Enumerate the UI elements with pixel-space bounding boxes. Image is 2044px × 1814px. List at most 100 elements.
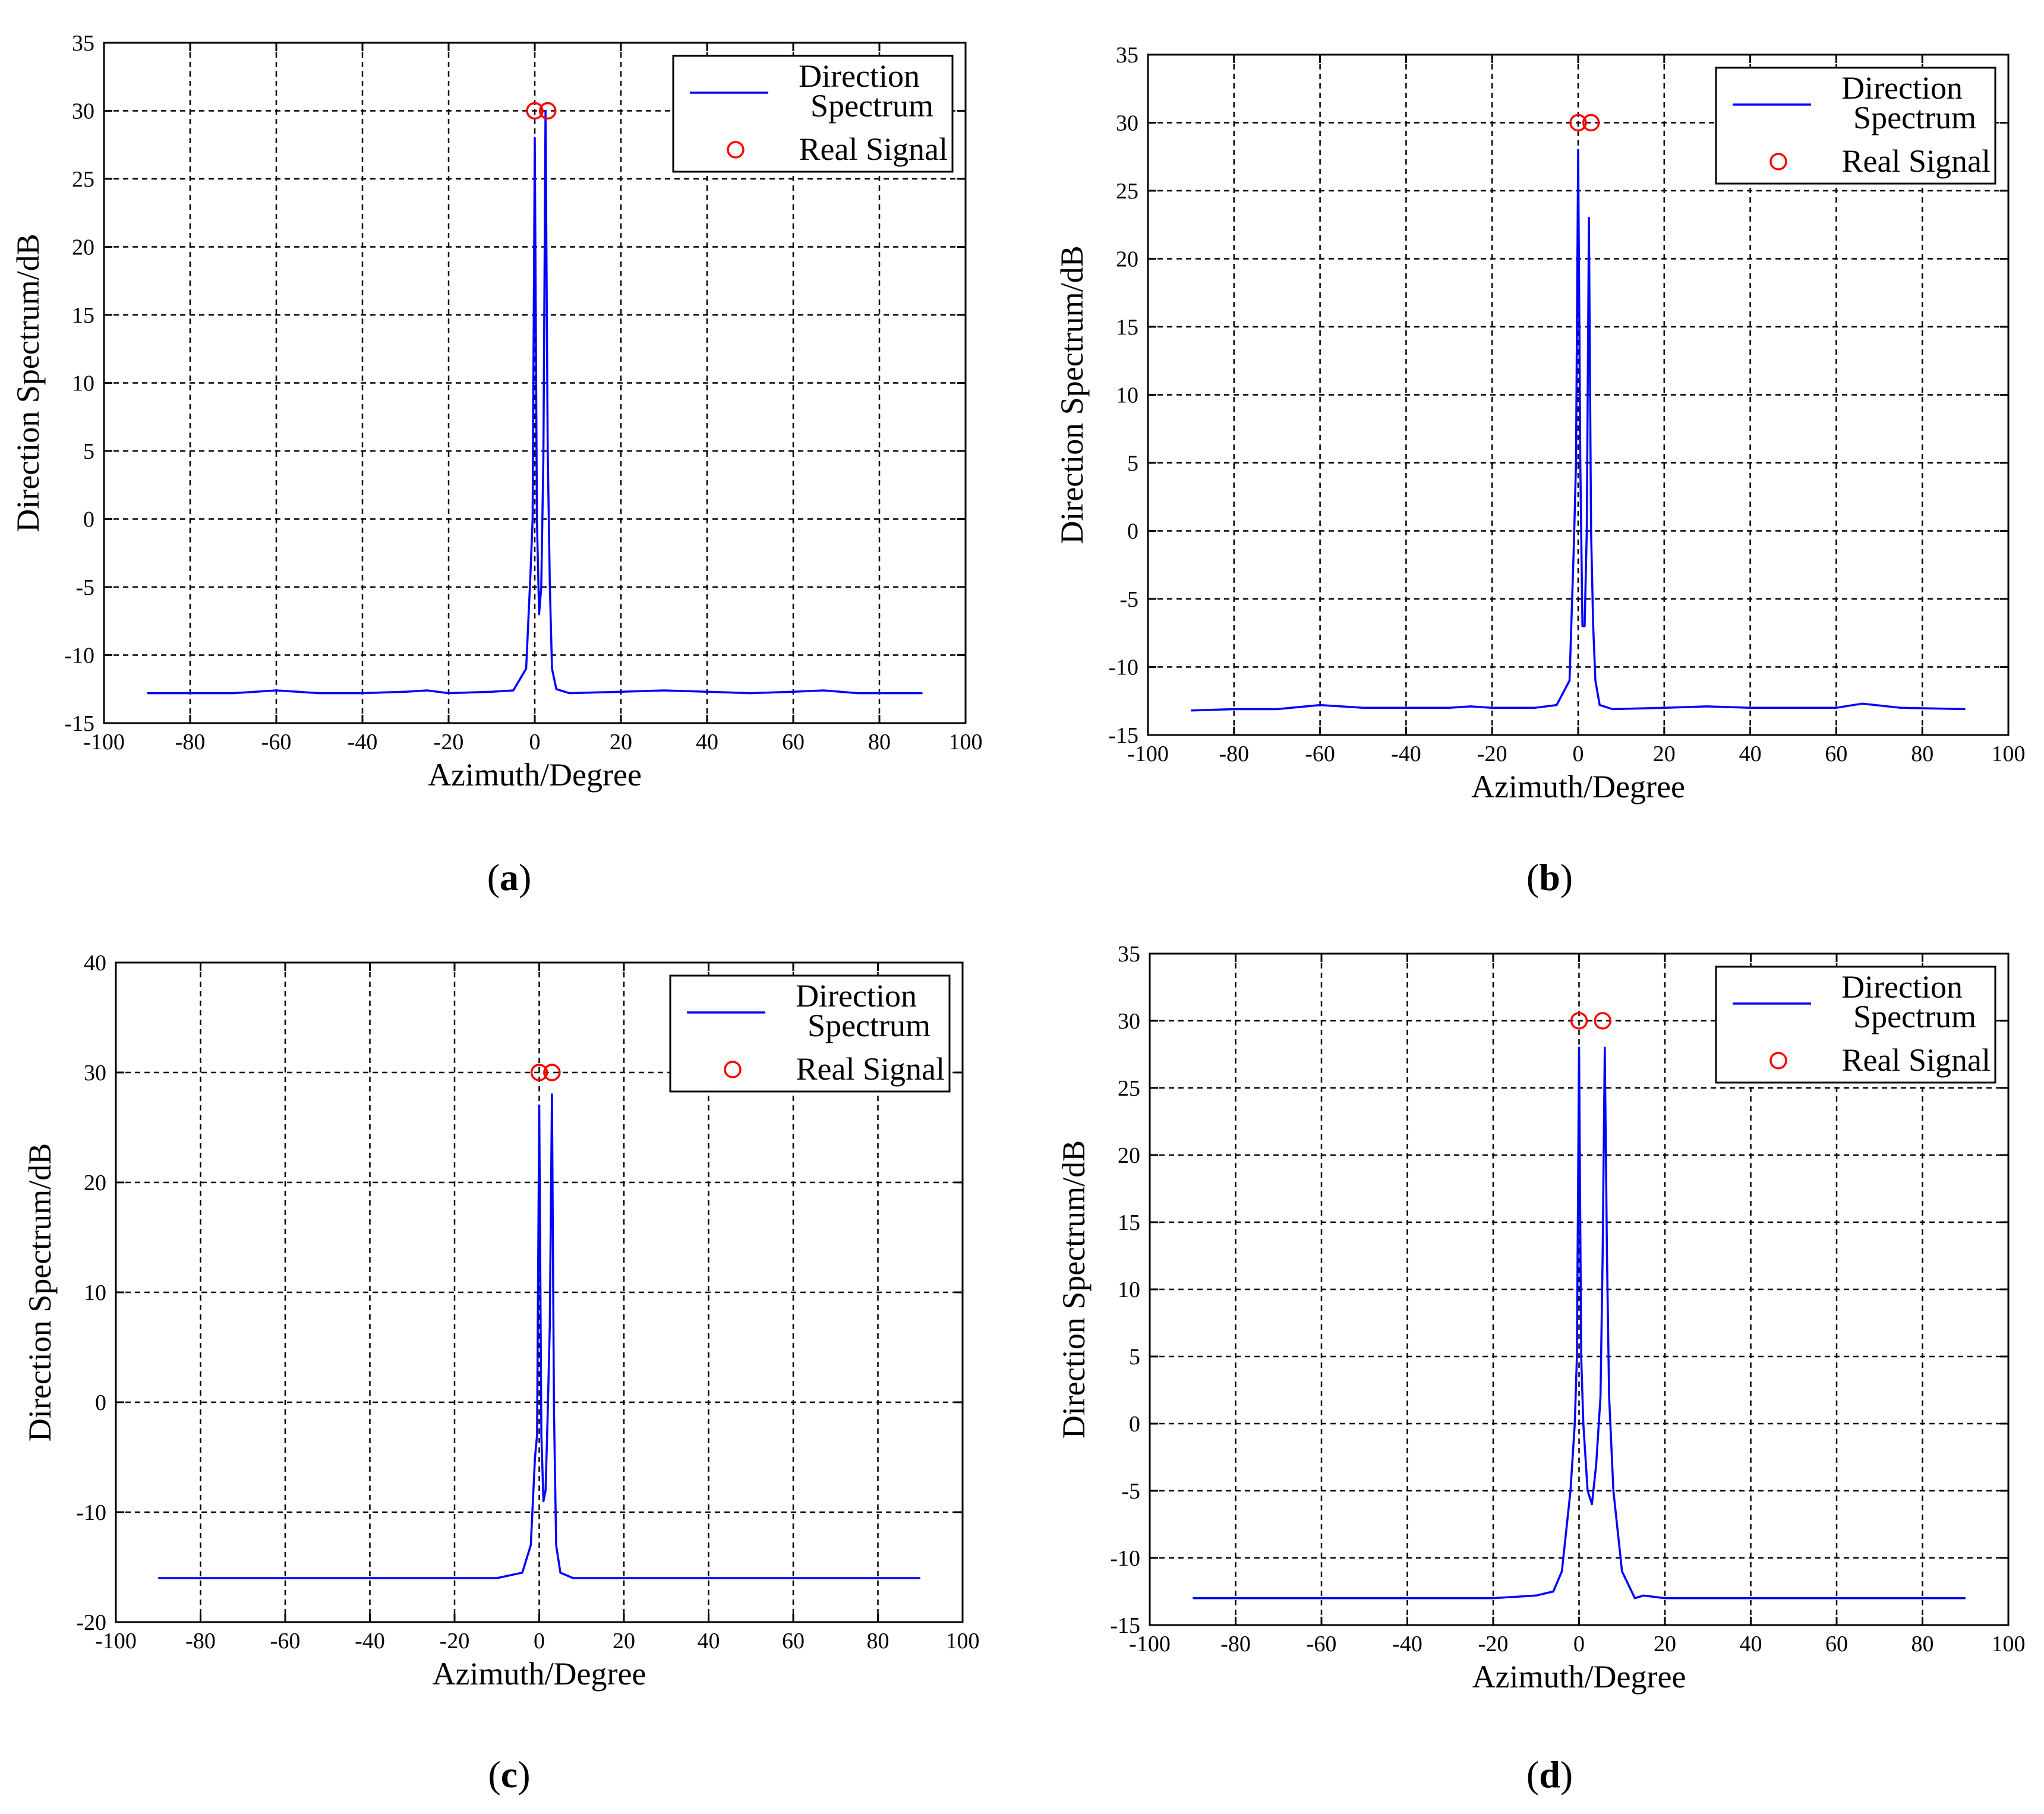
x-tick-label: -80 (1219, 742, 1249, 766)
x-tick-label: 20 (1654, 1632, 1676, 1657)
y-tick-label: 35 (72, 31, 94, 56)
legend-entry-signal: Real Signal (1842, 1042, 1991, 1078)
x-tick-label: 40 (1739, 742, 1762, 766)
x-tick-label: -60 (1307, 1632, 1337, 1657)
x-tick-label: -20 (434, 730, 464, 755)
x-axis-label: Azimuth/Degree (433, 1656, 646, 1692)
y-tick-label: 0 (1129, 1412, 1140, 1437)
x-tick-label: 100 (946, 1629, 980, 1654)
legend-entry-signal: Real Signal (796, 1051, 945, 1087)
x-tick-label: -60 (270, 1629, 301, 1654)
y-tick-label: 15 (1118, 1210, 1140, 1235)
real-signal-marker (530, 1064, 548, 1081)
x-tick-label: 60 (1825, 1632, 1848, 1657)
x-tick-label: 0 (1573, 742, 1584, 766)
x-tick-label: -100 (1127, 742, 1169, 766)
caption-b: (b) (1526, 856, 1573, 898)
y-tick-label: 25 (1118, 1076, 1140, 1101)
y-tick-label: -5 (75, 575, 94, 600)
x-tick-label: 20 (610, 730, 632, 755)
x-tick-label: -20 (1477, 742, 1507, 766)
x-tick-label: 0 (534, 1629, 545, 1654)
y-tick-label: 40 (84, 951, 106, 976)
x-tick-label: 80 (1911, 1632, 1934, 1657)
x-tick-label: -40 (1391, 742, 1421, 766)
legend-entry-spectrum: Direction Spectrum (1841, 70, 1976, 135)
y-tick-label: 25 (72, 167, 94, 192)
y-tick-label: 30 (72, 99, 94, 124)
y-tick-label: 0 (95, 1390, 106, 1415)
series-direction-spectrum (1191, 149, 1966, 712)
x-tick-label: -100 (95, 1629, 137, 1654)
x-tick-label: 80 (868, 730, 891, 755)
x-tick-label: 60 (782, 1629, 805, 1654)
legend-entry-spectrum: Direction Spectrum (1841, 969, 1976, 1034)
x-tick-label: -20 (1478, 1632, 1509, 1657)
x-tick-label: -40 (348, 730, 378, 755)
legend-entry-signal: Real Signal (1842, 143, 1991, 179)
y-axis-label: Direction Spectrum/dB (10, 234, 46, 532)
caption-d-letter: d (1539, 1753, 1560, 1796)
legend-marker-swatch (1769, 153, 1787, 171)
y-tick-label: 0 (1127, 519, 1138, 544)
x-tick-label: 100 (949, 730, 983, 755)
x-tick-label: 80 (1911, 742, 1933, 766)
caption-d: (d) (1526, 1753, 1573, 1796)
y-tick-label: 35 (1118, 942, 1140, 967)
panel-a: -100 -80 -60 -40 -20 0 20 40 60 80 100 -15 -10 -5 0 5 10… (10, 31, 983, 793)
legend-entry-spectrum: Direction Spectrum (799, 58, 933, 124)
y-tick-label: 20 (1116, 247, 1138, 272)
legend-marker-swatch (724, 1061, 742, 1078)
x-tick-label: 20 (1653, 742, 1676, 766)
y-tick-label: -5 (1121, 1479, 1140, 1504)
y-tick-label: 15 (1116, 315, 1138, 340)
y-tick-label: -5 (1119, 587, 1138, 612)
real-signal-marker (1594, 1012, 1611, 1030)
panel-c: -100 -80 -60 -40 -20 0 20 40 60 80 100-20-10010203… (22, 951, 980, 1692)
y-tick-label: -20 (76, 1610, 106, 1635)
x-tick-label: -100 (83, 730, 125, 755)
x-tick-label: 40 (1740, 1632, 1762, 1657)
legend-marker-swatch (727, 141, 745, 159)
x-tick-label: -20 (440, 1629, 470, 1654)
y-tick-label: 10 (1116, 383, 1138, 408)
y-tick-label: -15 (1108, 723, 1138, 748)
y-tick-label: 5 (83, 439, 94, 464)
y-tick-label: 10 (1118, 1277, 1140, 1302)
caption-b-letter: b (1539, 856, 1560, 898)
legend-box (672, 55, 954, 173)
real-signal-marker (543, 1064, 561, 1081)
x-tick-label: -60 (1305, 742, 1335, 766)
x-tick-label: -80 (175, 730, 206, 755)
real-signal-marker (1570, 1012, 1588, 1030)
x-tick-label: -40 (355, 1629, 385, 1654)
y-axis-label: Direction Spectrum/dB (22, 1143, 58, 1441)
y-axis-label: Direction Spectrum/dB (1054, 245, 1090, 544)
legend: Direction Spectrum Real Signal (669, 974, 951, 1093)
y-tick-label: 20 (84, 1171, 106, 1195)
caption-a-letter: a (500, 856, 519, 898)
y-tick-label: 35 (1116, 43, 1138, 68)
x-axis-label: Azimuth/Degree (1471, 769, 1685, 805)
caption-c: (c) (488, 1753, 531, 1796)
legend-entry-signal: Real Signal (799, 131, 948, 167)
x-tick-label: 40 (698, 1629, 720, 1654)
legend-entry-spectrum: Direction Spectrum (796, 978, 930, 1043)
legend: Direction Spectrum Real Signal (1715, 966, 1996, 1084)
y-tick-label: -15 (1110, 1613, 1140, 1638)
x-tick-label: 80 (867, 1629, 889, 1654)
y-tick-label: 10 (84, 1280, 106, 1305)
x-tick-label: -40 (1392, 1632, 1422, 1657)
x-tick-label: 20 (613, 1629, 635, 1654)
x-tick-label: -60 (261, 730, 292, 755)
y-tick-label: 15 (72, 303, 94, 328)
x-tick-label: 100 (1992, 1632, 2026, 1657)
x-tick-label: 0 (1573, 1632, 1585, 1657)
panel-d: -100 -80 -60 -40 -20 0 20 40 60 80 100 -15 -10 -5 0 5 10… (1056, 942, 2026, 1695)
y-tick-label: 20 (1118, 1143, 1140, 1168)
real-signal-marker (1569, 113, 1587, 132)
legend: Direction Spectrum Real Signal (1715, 67, 1996, 185)
y-tick-label: 30 (1116, 111, 1138, 136)
y-tick-label: 25 (1116, 179, 1138, 204)
